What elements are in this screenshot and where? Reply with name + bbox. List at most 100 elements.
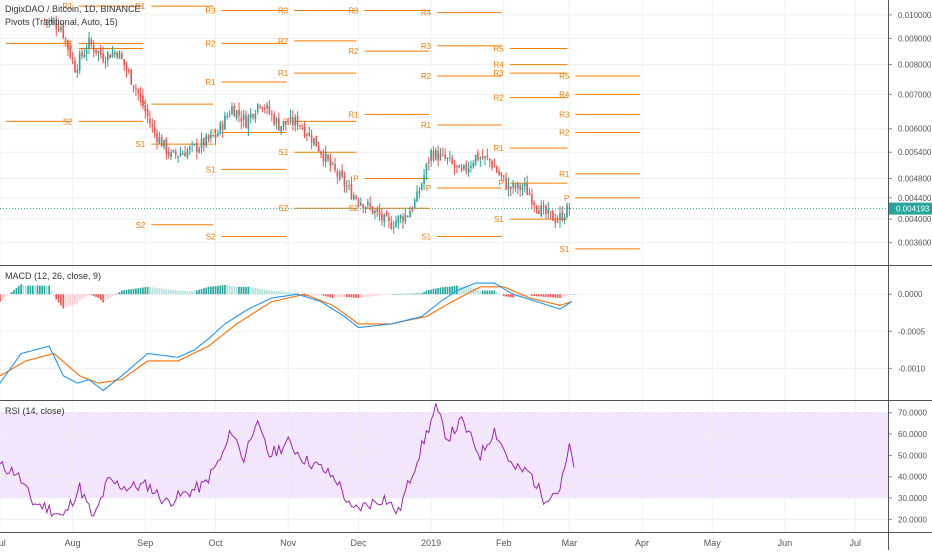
macd-histogram-bar[interactable] — [355, 294, 357, 298]
candle-body[interactable] — [177, 156, 179, 158]
candle-body[interactable] — [48, 20, 51, 22]
candle-body[interactable] — [437, 150, 439, 161]
macd-histogram-bar[interactable] — [528, 294, 531, 296]
candle-body[interactable] — [130, 69, 133, 85]
candle-body[interactable] — [341, 170, 343, 177]
candle-body[interactable] — [315, 135, 318, 147]
macd-histogram-bar[interactable] — [479, 290, 482, 295]
candle-body[interactable] — [413, 199, 416, 208]
candle-body[interactable] — [156, 132, 158, 142]
macd-histogram-bar[interactable] — [6, 294, 8, 296]
candle-body[interactable] — [355, 196, 357, 199]
macd-histogram-bar[interactable] — [425, 290, 428, 295]
macd-histogram-bar[interactable] — [203, 288, 205, 295]
macd-histogram-bar[interactable] — [270, 290, 273, 295]
candle-body[interactable] — [327, 154, 329, 160]
candle-body[interactable] — [439, 153, 442, 160]
macd-histogram-bar[interactable] — [334, 294, 336, 298]
candle-body[interactable] — [186, 150, 189, 158]
macd-histogram-bar[interactable] — [69, 294, 72, 307]
macd-histogram-bar[interactable] — [43, 285, 46, 295]
candle-body[interactable] — [458, 165, 461, 168]
macd-histogram-bar[interactable] — [78, 294, 81, 301]
macd-histogram-bar[interactable] — [313, 294, 315, 296]
candle-body[interactable] — [559, 212, 561, 221]
candle-body[interactable] — [343, 175, 346, 187]
candle-body[interactable] — [294, 117, 297, 126]
macd-histogram-bar[interactable] — [184, 290, 186, 295]
macd-histogram-bar[interactable] — [139, 287, 142, 295]
candle-body[interactable] — [554, 219, 557, 223]
macd-histogram-bar[interactable] — [31, 285, 34, 295]
candle-body[interactable] — [470, 165, 472, 168]
macd-histogram-bar[interactable] — [390, 294, 393, 295]
macd-histogram-bar[interactable] — [460, 286, 463, 295]
macd-histogram-bar[interactable] — [495, 291, 498, 295]
candle-body[interactable] — [116, 52, 118, 58]
macd-histogram-bar[interactable] — [90, 294, 93, 296]
macd-histogram-bar[interactable] — [132, 288, 135, 295]
candle-body[interactable] — [488, 158, 491, 161]
candle-body[interactable] — [331, 163, 334, 165]
macd-histogram-bar[interactable] — [397, 294, 400, 295]
candle-body[interactable] — [390, 222, 393, 229]
candle-body[interactable] — [85, 50, 88, 54]
macd-histogram-bar[interactable] — [3, 294, 6, 298]
macd-histogram-bar[interactable] — [535, 294, 538, 297]
candle-body[interactable] — [113, 52, 116, 55]
candle-body[interactable] — [270, 113, 273, 115]
candle-body[interactable] — [78, 53, 81, 71]
macd-histogram-bar[interactable] — [411, 293, 414, 295]
macd-histogram-bar[interactable] — [446, 286, 449, 295]
candle-body[interactable] — [46, 19, 48, 22]
macd-histogram-bar[interactable] — [242, 286, 245, 295]
macd-histogram-bar[interactable] — [568, 294, 571, 295]
candle-body[interactable] — [149, 118, 151, 124]
macd-histogram-bar[interactable] — [263, 289, 266, 295]
macd-histogram-bar[interactable] — [463, 286, 465, 295]
candle-body[interactable] — [524, 183, 526, 187]
macd-histogram-bar[interactable] — [505, 294, 507, 297]
candle-body[interactable] — [538, 210, 540, 214]
macd-histogram-bar[interactable] — [418, 293, 421, 295]
candle-body[interactable] — [484, 156, 486, 159]
candle-body[interactable] — [69, 47, 72, 58]
candle-body[interactable] — [106, 52, 109, 61]
candle-body[interactable] — [420, 183, 423, 190]
candle-body[interactable] — [277, 118, 280, 131]
macd-histogram-bar[interactable] — [125, 289, 128, 295]
macd-histogram-bar[interactable] — [514, 294, 517, 298]
macd-histogram-bar[interactable] — [362, 294, 364, 298]
macd-histogram-bar[interactable] — [233, 286, 236, 295]
macd-histogram-bar[interactable] — [39, 285, 41, 295]
candle-body[interactable] — [531, 194, 533, 205]
macd-histogram-bar[interactable] — [538, 294, 540, 297]
macd-histogram-bar[interactable] — [315, 294, 318, 296]
macd-histogram-bar[interactable] — [17, 286, 20, 295]
candle-body[interactable] — [402, 216, 404, 222]
candle-body[interactable] — [324, 152, 327, 163]
candle-body[interactable] — [409, 211, 411, 218]
macd-histogram-bar[interactable] — [247, 286, 250, 295]
candle-body[interactable] — [481, 156, 484, 159]
candle-body[interactable] — [385, 212, 388, 217]
candle-body[interactable] — [472, 162, 475, 167]
macd-histogram-bar[interactable] — [268, 290, 271, 295]
candle-body[interactable] — [350, 184, 353, 200]
candle-body[interactable] — [280, 125, 282, 132]
macd-histogram-bar[interactable] — [442, 287, 444, 295]
macd-histogram-bar[interactable] — [177, 290, 179, 295]
candle-body[interactable] — [493, 165, 496, 168]
candle-body[interactable] — [395, 220, 397, 227]
candle-body[interactable] — [561, 211, 564, 221]
candle-body[interactable] — [90, 39, 93, 45]
macd-histogram-bar[interactable] — [467, 287, 470, 295]
candle-body[interactable] — [60, 27, 62, 31]
macd-histogram-bar[interactable] — [29, 285, 32, 295]
macd-histogram-bar[interactable] — [491, 290, 493, 295]
macd-histogram-bar[interactable] — [224, 284, 226, 295]
macd-histogram-bar[interactable] — [163, 288, 165, 295]
macd-histogram-bar[interactable] — [533, 294, 536, 297]
candle-body[interactable] — [545, 205, 547, 215]
